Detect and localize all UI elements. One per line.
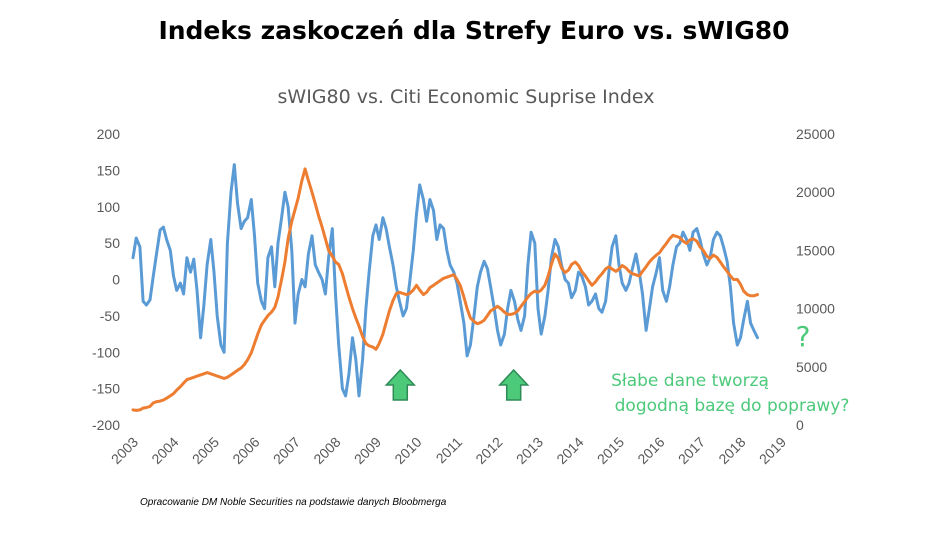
up-arrow-icon xyxy=(497,368,530,401)
x-axis: 2003 2004 2005 2006 2007 2008 2009 2010 2011 2012… xyxy=(108,434,789,467)
x-tick-label: 2017 xyxy=(675,434,708,467)
question-mark: ? xyxy=(796,320,811,353)
left-tick-label: 0 xyxy=(112,272,120,288)
right-tick-label: 25000 xyxy=(796,126,835,142)
up-arrow-icon xyxy=(384,368,417,401)
source-note: Opracowanie DM Noble Securities na podst… xyxy=(140,497,447,508)
x-tick-label: 2016 xyxy=(634,434,667,467)
x-tick-label: 2012 xyxy=(472,434,505,467)
series-line-citi-index xyxy=(131,163,759,398)
x-tick-label: 2008 xyxy=(310,434,343,467)
x-tick-label: 2018 xyxy=(715,434,748,467)
page-title: Indeks zaskoczeń dla Strefy Euro vs. sWI… xyxy=(158,16,790,45)
x-tick-label: 2019 xyxy=(756,434,789,467)
x-tick-label: 2014 xyxy=(553,434,586,467)
x-tick-label: 2011 xyxy=(433,434,466,467)
x-tick-label: 2003 xyxy=(108,434,141,467)
left-tick-label: -200 xyxy=(92,417,120,433)
left-tick-label: -150 xyxy=(92,381,120,397)
left-tick-label: -50 xyxy=(100,308,120,324)
x-tick-label: 2010 xyxy=(391,434,424,467)
chart-title: sWIG80 vs. Citi Economic Suprise Index xyxy=(278,86,655,108)
left-tick-label: 100 xyxy=(97,199,121,215)
series-line-swig80 xyxy=(131,167,759,412)
x-tick-label: 2015 xyxy=(594,434,627,467)
x-tick-label: 2006 xyxy=(229,434,262,467)
right-tick-label: 15000 xyxy=(796,242,835,258)
left-tick-label: -100 xyxy=(92,344,120,360)
annotation-line-1: Słabe dane tworzą xyxy=(611,371,769,391)
x-tick-label: 2009 xyxy=(351,434,384,467)
x-tick-label: 2013 xyxy=(513,434,546,467)
arrow-layer xyxy=(384,368,530,401)
x-tick-label: 2007 xyxy=(270,434,303,467)
annotation-line-2: dogodną bazę do poprawy? xyxy=(615,396,850,416)
right-tick-label: 0 xyxy=(796,417,804,433)
left-tick-label: 150 xyxy=(97,162,121,178)
right-tick-label: 20000 xyxy=(796,184,835,200)
left-tick-label: 50 xyxy=(104,235,120,251)
right-axis: 25000 20000 15000 10000 5000 0 xyxy=(796,126,835,433)
x-tick-label: 2004 xyxy=(148,434,181,467)
right-tick-label: 10000 xyxy=(796,301,835,317)
x-tick-label: 2005 xyxy=(189,434,222,467)
series-layer xyxy=(131,163,759,412)
left-tick-label: 200 xyxy=(97,126,121,142)
right-tick-label: 5000 xyxy=(796,359,827,375)
left-axis: 200 150 100 50 0 -50 -100 -150 -200 xyxy=(92,126,120,433)
